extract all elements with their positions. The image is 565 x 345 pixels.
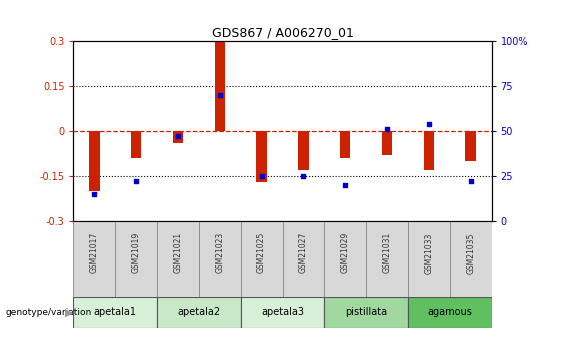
Bar <box>241 221 282 297</box>
Point <box>257 173 266 179</box>
Bar <box>199 221 241 297</box>
Bar <box>324 297 408 328</box>
Bar <box>257 131 267 182</box>
Title: GDS867 / A006270_01: GDS867 / A006270_01 <box>211 26 354 39</box>
Text: apetala3: apetala3 <box>261 307 304 317</box>
Text: GSM21031: GSM21031 <box>383 232 392 274</box>
Bar <box>157 221 199 297</box>
Bar <box>366 221 408 297</box>
Text: GSM21021: GSM21021 <box>173 232 182 273</box>
Text: GSM21033: GSM21033 <box>424 232 433 274</box>
Text: GSM21027: GSM21027 <box>299 232 308 274</box>
Bar <box>340 131 350 158</box>
Bar <box>241 297 324 328</box>
Text: pistillata: pistillata <box>345 307 387 317</box>
Text: GSM21019: GSM21019 <box>132 232 141 274</box>
Bar <box>324 221 366 297</box>
Point <box>132 179 141 184</box>
Bar <box>157 297 241 328</box>
Text: GSM21025: GSM21025 <box>257 232 266 274</box>
Point <box>299 173 308 179</box>
Text: GSM21023: GSM21023 <box>215 232 224 274</box>
Bar <box>424 131 434 170</box>
Text: agamous: agamous <box>427 307 472 317</box>
Point <box>173 134 182 139</box>
Bar <box>73 221 115 297</box>
Bar <box>131 131 141 158</box>
Bar <box>408 221 450 297</box>
Bar <box>173 131 183 143</box>
Bar <box>450 221 492 297</box>
Point <box>383 127 392 132</box>
Bar <box>382 131 392 155</box>
Point <box>424 121 433 127</box>
Text: GSM21017: GSM21017 <box>90 232 99 274</box>
Bar <box>408 297 492 328</box>
Text: genotype/variation: genotype/variation <box>6 308 92 317</box>
Bar <box>466 131 476 161</box>
Bar <box>298 131 308 170</box>
Text: GSM21029: GSM21029 <box>341 232 350 274</box>
Point <box>341 182 350 188</box>
Bar <box>89 131 99 191</box>
Text: apetala1: apetala1 <box>94 307 137 317</box>
Bar <box>73 297 157 328</box>
Point <box>90 191 99 197</box>
Point <box>466 179 475 184</box>
Text: GSM21035: GSM21035 <box>466 232 475 274</box>
Bar <box>282 221 324 297</box>
Bar <box>115 221 157 297</box>
Point <box>215 92 224 98</box>
Bar <box>215 41 225 131</box>
Text: apetala2: apetala2 <box>177 307 220 317</box>
Text: ▶: ▶ <box>65 307 73 317</box>
